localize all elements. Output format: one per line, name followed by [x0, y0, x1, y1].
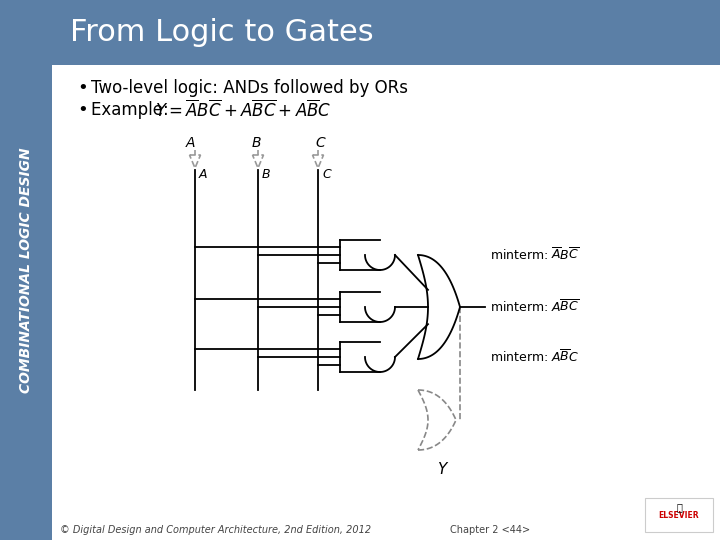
- Text: •: •: [77, 79, 88, 97]
- Bar: [0, 0, 52, 540]
- Text: •: •: [77, 101, 88, 119]
- Bar: [645, 498, 713, 532]
- Text: Y: Y: [437, 462, 446, 477]
- Text: ELSEVIER: ELSEVIER: [659, 510, 699, 519]
- Bar: [52, 0, 720, 65]
- Text: 🌿: 🌿: [676, 502, 682, 512]
- Text: Chapter 2 <44>: Chapter 2 <44>: [450, 525, 530, 535]
- Text: B: B: [262, 168, 271, 181]
- Text: C: C: [315, 136, 325, 150]
- Text: $Y = \overline{A}B\overline{C} + A\overline{B}\overline{C} + A\overline{B}C$: $Y = \overline{A}B\overline{C} + A\overl…: [155, 99, 331, 120]
- Text: C: C: [322, 168, 330, 181]
- Text: Example:: Example:: [91, 101, 174, 119]
- Text: A: A: [185, 136, 194, 150]
- Text: COMBINATIONAL LOGIC DESIGN: COMBINATIONAL LOGIC DESIGN: [19, 147, 33, 393]
- Text: minterm: $A\overline{B}C$: minterm: $A\overline{B}C$: [490, 349, 579, 365]
- Text: B: B: [251, 136, 261, 150]
- Text: From Logic to Gates: From Logic to Gates: [70, 18, 374, 47]
- Text: A: A: [199, 168, 207, 181]
- Text: Two-level logic: ANDs followed by ORs: Two-level logic: ANDs followed by ORs: [91, 79, 408, 97]
- Text: minterm: $A\overline{B}\overline{C}$: minterm: $A\overline{B}\overline{C}$: [490, 299, 580, 315]
- Text: © Digital Design and Computer Architecture, 2nd Edition, 2012: © Digital Design and Computer Architectu…: [60, 525, 371, 535]
- Text: minterm: $\overline{A}B\overline{C}$: minterm: $\overline{A}B\overline{C}$: [490, 247, 580, 263]
